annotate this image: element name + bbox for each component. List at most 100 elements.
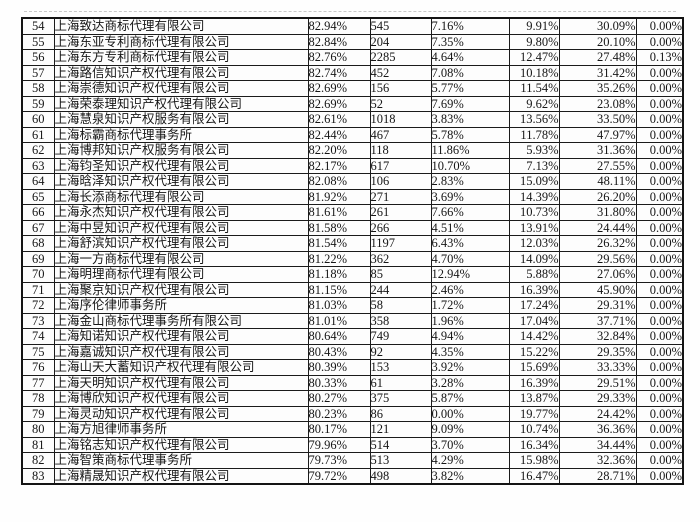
rate-d-cell: 34.44% <box>558 436 637 453</box>
rate-b-cell: 7.35% <box>430 33 510 50</box>
count-cell: 362 <box>369 250 432 267</box>
count-cell: 545 <box>369 17 432 35</box>
rate-d-cell: 37.71% <box>558 312 637 329</box>
table-row: 79 上海灵动知识产权代理有限公司 80.23% 86 0.00% 19.77% 24.42… <box>21 405 684 422</box>
rate-a-cell: 82.69% <box>307 80 371 97</box>
rate-e-cell: 0.00% <box>635 452 684 469</box>
rank-cell: 72 <box>21 297 55 314</box>
table-row: 65 上海长添商标代理有限公司 81.92% 271 3.69% 14.39% 26.20%… <box>21 188 684 205</box>
rate-b-cell: 9.09% <box>430 421 510 438</box>
table-row: 78 上海博欣知识产权代理有限公司 80.27% 375 5.87% 13.87% 29.3… <box>21 390 684 407</box>
rank-cell: 62 <box>21 142 55 159</box>
agency-name-cell: 上海明理商标代理有限公司 <box>53 266 309 283</box>
rate-c-cell: 5.93% <box>508 142 560 159</box>
rate-d-cell: 33.33% <box>558 359 637 376</box>
rank-cell: 59 <box>21 95 55 112</box>
rate-c-cell: 7.13% <box>508 157 560 174</box>
rank-cell: 55 <box>21 33 55 50</box>
agency-name-cell: 上海一方商标代理有限公司 <box>53 250 309 267</box>
rate-a-cell: 82.17% <box>307 157 371 174</box>
rank-cell: 77 <box>21 374 55 391</box>
count-cell: 92 <box>369 343 432 360</box>
rate-e-cell: 0.00% <box>635 219 684 236</box>
rate-d-cell: 33.50% <box>558 111 637 128</box>
table-row: 63 上海钧圣知识产权代理有限公司 82.17% 617 10.70% 7.13% 27.5… <box>21 157 684 174</box>
rate-d-cell: 20.10% <box>558 33 637 50</box>
count-cell: 266 <box>369 219 432 236</box>
count-cell: 61 <box>369 374 432 391</box>
rate-b-cell: 3.69% <box>430 188 510 205</box>
table-row: 59 上海荣泰理知识产权代理有限公司 82.69% 52 7.69% 9.62% 23.08… <box>21 95 684 112</box>
rank-cell: 63 <box>21 157 55 174</box>
agency-name-cell: 上海东亚专利商标代理有限公司 <box>53 33 309 50</box>
rate-b-cell: 4.35% <box>430 343 510 360</box>
rate-e-cell: 0.00% <box>635 405 684 422</box>
rate-d-cell: 48.11% <box>558 173 637 190</box>
rank-cell: 64 <box>21 173 55 190</box>
table-row: 73 上海金山商标代理事务所有限公司 81.01% 358 1.96% 17.04% 37.… <box>21 312 684 329</box>
rate-b-cell: 0.00% <box>430 405 510 422</box>
table-row: 77 上海天明知识产权代理有限公司 80.33% 61 3.28% 16.39% 29.51… <box>21 374 684 391</box>
rate-e-cell: 0.00% <box>635 343 684 360</box>
agency-name-cell: 上海山天大蓄知识产权代理有限公司 <box>53 359 309 376</box>
rate-c-cell: 13.87% <box>508 390 560 407</box>
rate-d-cell: 45.90% <box>558 281 637 298</box>
rate-e-cell: 0.00% <box>635 374 684 391</box>
rate-e-cell: 0.00% <box>635 328 684 345</box>
table-row: 75 上海嘉诚知识产权代理有限公司 80.43% 92 4.35% 15.22% 29.35… <box>21 343 684 360</box>
rank-cell: 57 <box>21 64 55 81</box>
rate-b-cell: 3.82% <box>430 467 510 485</box>
agency-name-cell: 上海永杰知识产权代理有限公司 <box>53 204 309 221</box>
count-cell: 52 <box>369 95 432 112</box>
agency-name-cell: 上海中昱知识产权代理有限公司 <box>53 219 309 236</box>
rank-cell: 67 <box>21 219 55 236</box>
rate-e-cell: 0.00% <box>635 250 684 267</box>
rate-d-cell: 29.33% <box>558 390 637 407</box>
rate-c-cell: 9.91% <box>508 17 560 35</box>
count-cell: 106 <box>369 173 432 190</box>
agency-name-cell: 上海嘉诚知识产权代理有限公司 <box>53 343 309 360</box>
rate-d-cell: 31.36% <box>558 142 637 159</box>
count-cell: 204 <box>369 33 432 50</box>
rate-e-cell: 0.00% <box>635 235 684 252</box>
table-row: 61 上海标霸商标代理事务所 82.44% 467 5.78% 11.78% 47.97% 0… <box>21 126 684 143</box>
agency-name-cell: 上海智策商标代理事务所 <box>53 452 309 469</box>
agency-name-cell: 上海崇德知识产权代理有限公司 <box>53 80 309 97</box>
rate-e-cell: 0.00% <box>635 126 684 143</box>
agency-name-cell: 上海聚京知识产权代理有限公司 <box>53 281 309 298</box>
rate-c-cell: 5.88% <box>508 266 560 283</box>
rate-b-cell: 10.70% <box>430 157 510 174</box>
rate-c-cell: 17.24% <box>508 297 560 314</box>
rank-cell: 70 <box>21 266 55 283</box>
rank-cell: 81 <box>21 436 55 453</box>
rate-a-cell: 81.18% <box>307 266 371 283</box>
rate-a-cell: 81.01% <box>307 312 371 329</box>
agency-name-cell: 上海天明知识产权代理有限公司 <box>53 374 309 391</box>
rate-e-cell: 0.00% <box>635 95 684 112</box>
rank-cell: 76 <box>21 359 55 376</box>
rate-c-cell: 11.78% <box>508 126 560 143</box>
rate-d-cell: 29.35% <box>558 343 637 360</box>
rank-cell: 60 <box>21 111 55 128</box>
agency-ranking-table: 54 上海致达商标代理有限公司 82.94% 545 7.16% 9.91% 30.09% 0… <box>21 17 684 485</box>
rate-b-cell: 1.96% <box>430 312 510 329</box>
count-cell: 1197 <box>369 235 432 252</box>
rate-e-cell: 0.00% <box>635 421 684 438</box>
rate-b-cell: 7.66% <box>430 204 510 221</box>
rate-b-cell: 12.94% <box>430 266 510 283</box>
rate-a-cell: 82.44% <box>307 126 371 143</box>
rank-cell: 56 <box>21 49 55 66</box>
rank-cell: 65 <box>21 188 55 205</box>
count-cell: 498 <box>369 467 432 485</box>
agency-name-cell: 上海铭志知识产权代理有限公司 <box>53 436 309 453</box>
agency-name-cell: 上海路信知识产权代理有限公司 <box>53 64 309 81</box>
cut-off-row-remnant-line <box>24 11 676 12</box>
rate-b-cell: 3.70% <box>430 436 510 453</box>
rate-c-cell: 19.77% <box>508 405 560 422</box>
count-cell: 467 <box>369 126 432 143</box>
rate-c-cell: 14.39% <box>508 188 560 205</box>
rate-e-cell: 0.00% <box>635 173 684 190</box>
rate-a-cell: 80.39% <box>307 359 371 376</box>
count-cell: 617 <box>369 157 432 174</box>
